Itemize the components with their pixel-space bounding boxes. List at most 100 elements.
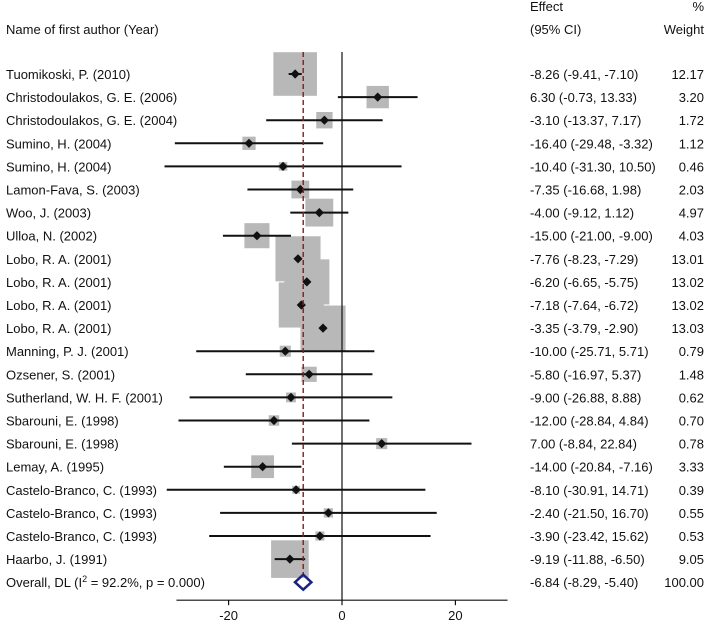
ci-text: -2.40 (-21.50, 16.70) [530,506,649,521]
x-tick-label: -20 [219,608,238,623]
weight-text: 13.02 [671,275,704,290]
weight-text: 0.62 [679,390,704,405]
study-label: Sutherland, W. H. F. (2001) [6,390,163,405]
point-estimate [244,138,254,148]
ci-text: -12.00 (-28.84, 4.84) [530,414,649,429]
study-label: Manning, P. J. (2001) [6,344,129,359]
ci-text: -15.00 (-21.00, -9.00) [530,229,653,244]
study-label: Lobo, R. A. (2001) [6,298,112,313]
weight-text: 13.02 [671,298,704,313]
overall-label-prefix: Overall, DL (I [6,575,82,590]
ci-text: -3.90 (-23.42, 15.62) [530,529,649,544]
overall-label-suffix: = 92.2%, p = 0.000) [87,575,205,590]
weight-text: 0.70 [679,414,704,429]
study-label: Sumino, H. (2004) [6,159,112,174]
ci-text: -3.35 (-3.79, -2.90) [530,321,638,336]
point-estimate [280,346,290,356]
effect-header: Effect [530,0,563,14]
weight-text: 2.03 [679,183,704,198]
weight-text: 9.05 [679,552,704,567]
overall-label: Overall, DL (I2 = 92.2%, p = 0.000) [6,574,205,590]
weight-text: 1.48 [679,367,704,382]
weight-header: Weight [664,22,705,37]
study-label: Ulloa, N. (2002) [6,229,97,244]
study-label: Sumino, H. (2004) [6,136,112,151]
ci-text: -7.18 (-7.64, -6.72) [530,298,638,313]
weight-text: 13.03 [671,321,704,336]
row-labels: Tuomikoski, P. (2010) -8.26 (-9.41, -7.10… [6,67,704,590]
weight-text: 0.79 [679,344,704,359]
study-label: Woo, J. (2003) [6,206,91,221]
weight-text: 13.01 [671,252,704,267]
ci-text: -10.00 (-25.71, 5.71) [530,344,649,359]
study-marks [164,69,472,564]
weight-text: 4.97 [679,206,704,221]
ci-text: -8.10 (-30.91, 14.71) [530,483,649,498]
point-estimate [278,161,288,171]
study-label: Sbarouni, E. (1998) [6,414,119,429]
x-tick-label: 0 [338,608,345,623]
study-label: Lamon-Fava, S. (2003) [6,183,140,198]
point-estimate [290,69,300,79]
weight-text: 12.17 [671,67,704,82]
overall-label-superscript: 2 [82,574,87,584]
ci-text: -7.35 (-16.68, 1.98) [530,183,641,198]
weight-text: 0.78 [679,437,704,452]
weight-text: 3.33 [679,460,704,475]
study-label: Lobo, R. A. (2001) [6,275,112,290]
ci-text: -5.80 (-16.97, 5.37) [530,367,641,382]
ci-text: -9.19 (-11.88, -6.50) [530,552,645,567]
weight-text: 0.39 [679,483,704,498]
point-estimate [377,439,387,449]
weight-header-symbol: % [692,0,704,14]
point-estimate [304,369,314,379]
weight-text: 0.55 [679,506,704,521]
point-estimate [323,508,333,518]
study-label: Ozsener, S. (2001) [6,367,115,382]
ci-text: -7.76 (-8.23, -7.29) [530,252,638,267]
weight-text: 0.46 [679,159,704,174]
point-estimate [318,323,328,333]
x-tick-label: 20 [448,608,462,623]
weight-text: 4.03 [679,229,704,244]
ci-text: -10.40 (-31.30, 10.50) [530,159,656,174]
study-label: Castelo-Branco, C. (1993) [6,506,157,521]
point-estimate [315,531,325,541]
ci-text: -3.10 (-13.37, 7.17) [530,113,641,128]
overall-ci-text: -6.84 (-8.29, -5.40) [530,575,638,590]
study-label: Sbarouni, E. (1998) [6,437,119,452]
ci-text: 6.30 (-0.73, 13.33) [530,90,637,105]
weight-boxes [242,52,389,578]
point-estimate [269,415,279,426]
point-estimate [252,231,262,241]
ci-text: -6.20 (-6.65, -5.75) [530,275,638,290]
study-label: Christodoulakos, G. E. (2004) [6,113,177,128]
ci-text: -8.26 (-9.41, -7.10) [530,67,638,82]
ci-text: -16.40 (-29.48, -3.32) [530,136,653,151]
point-estimate [293,254,303,264]
point-estimate [319,115,330,125]
study-label: Haarbo, J. (1991) [6,552,107,567]
study-header: Name of first author (Year) [6,22,159,37]
study-label: Christodoulakos, G. E. (2006) [6,90,177,105]
weight-text: 3.20 [679,90,704,105]
point-estimate [302,277,312,287]
point-estimate [258,462,268,472]
header: Name of first author (Year) Effect (95% … [6,0,704,37]
study-label: Lobo, R. A. (2001) [6,321,112,336]
ci-text: -4.00 (-9.12, 1.12) [530,206,634,221]
point-estimate [286,392,296,402]
study-label: Castelo-Branco, C. (1993) [6,529,157,544]
ci-text: 7.00 (-8.84, 22.84) [530,437,637,452]
weight-text: 0.53 [679,529,704,544]
study-label: Lemay, A. (1995) [6,460,104,475]
overall-weight-text: 100.00 [664,575,704,590]
study-label: Lobo, R. A. (2001) [6,252,112,267]
study-label: Castelo-Branco, C. (1993) [6,483,157,498]
weight-text: 1.72 [679,113,704,128]
ci-text: -14.00 (-20.84, -7.16) [530,460,653,475]
point-estimate [373,92,383,102]
study-label: Tuomikoski, P. (2010) [6,67,130,82]
point-estimate [291,485,301,495]
